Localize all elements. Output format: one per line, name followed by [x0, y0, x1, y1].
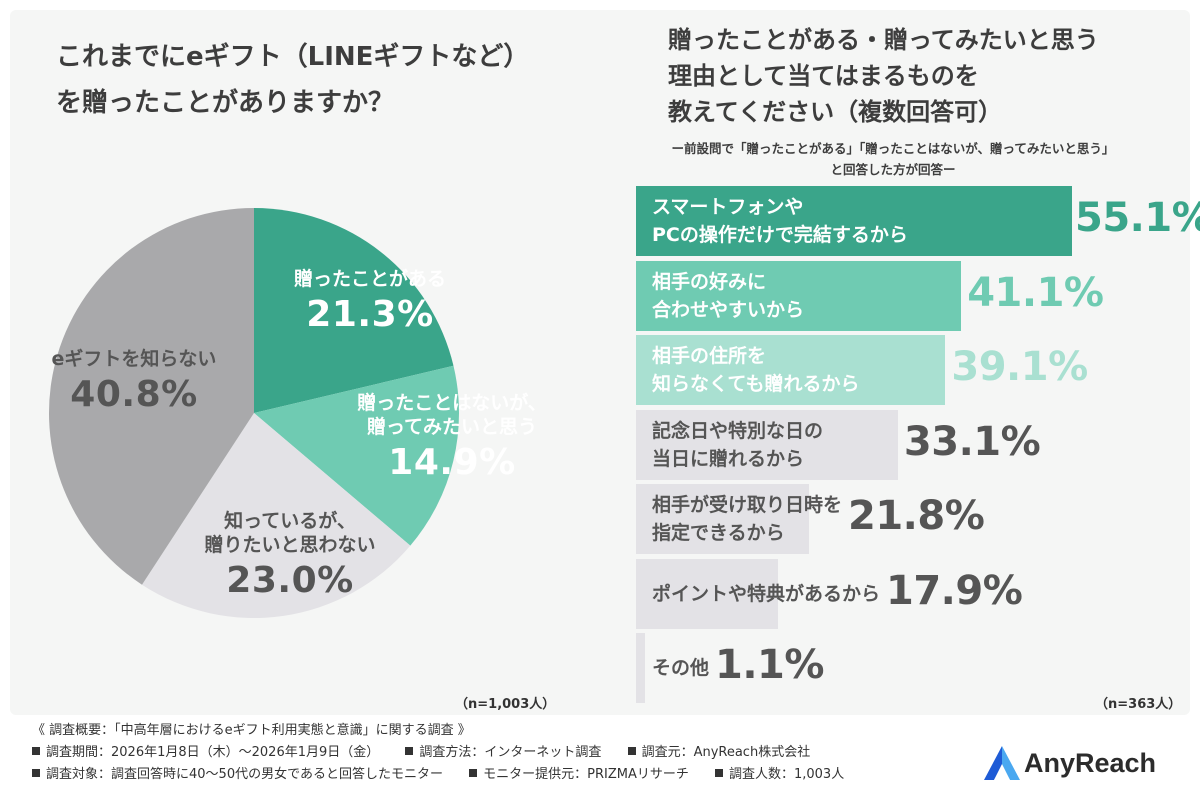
survey-method: 調査方法：インターネット調査 [419, 745, 602, 760]
bar-1: 相手の好みに合わせやすいから [636, 260, 962, 331]
survey-source: 調査元：AnyReach株式会社 [641, 745, 811, 760]
anyreach-logo-icon [984, 746, 1020, 780]
survey-overview: 《 調査概要：「中高年層におけるeギフト利用実態と意識」に関する調査 》 調査期… [32, 720, 932, 786]
bullet-icon [714, 769, 723, 777]
pie-slice-1 [254, 365, 460, 546]
pie-chart-title: これまでにeギフト（LINEギフトなど） を贈ったことがありますか？ [56, 34, 596, 126]
bar-label-line: 相手が受け取り日時を [652, 494, 843, 516]
bar-value-1: 41.1% [967, 269, 1104, 316]
pie-slice-2 [141, 413, 411, 618]
pie-category-label: eギフトを知らない [51, 348, 217, 370]
survey-period: 調査期間：2026年1月8日（木）～2026年1月9日（金） [46, 745, 380, 760]
bar-value-0: 55.1% [1075, 195, 1200, 241]
bar-value-4: 21.8% [848, 493, 985, 539]
bullet-icon [469, 769, 478, 777]
note-line-2: と回答した方が回答ー [830, 162, 956, 177]
pie-slice-label-0: 贈ったことがある 21.3% [250, 268, 490, 337]
bar-label-line: 合わせやすいから [652, 298, 805, 321]
pie-value-label: 14.9% [388, 441, 516, 483]
bar-label-line: PCの操作だけで完結するから [652, 224, 908, 246]
bullet-icon [405, 747, 414, 755]
bar-label-1: 相手の好みに合わせやすいから [652, 268, 804, 324]
bar-label-6: その他 [652, 654, 709, 682]
bar-label-line: 知らなくても贈れるから [652, 373, 860, 395]
survey-target: 調査対象：調査回答時に40〜50代の男女であると回答したモニター [46, 767, 443, 782]
pie-title-line-1: これまでにeギフト（LINEギフトなど） [56, 42, 530, 72]
bar-label-line: スマートフォンや [652, 196, 804, 218]
bar-label-line: 指定できるから [652, 522, 785, 544]
bar-sample-size: （n=363人） [1095, 697, 1182, 712]
bar-label-line: その他 [652, 657, 710, 679]
pie-category-label: 贈ってみたいと思う [366, 415, 538, 438]
pie-value-label: 21.3% [306, 293, 434, 335]
bar-label-line: 記念日や特別な日の [652, 419, 824, 442]
anyreach-logo: AnyReach [980, 738, 1180, 794]
bar-value-6: 1.1% [715, 642, 824, 688]
pie-value-label: 40.8% [70, 373, 198, 415]
pie-slice-label-2: 知っているが、 贈りたいと思わない 23.0% [165, 510, 415, 603]
survey-row-1: 調査期間：2026年1月8日（木）～2026年1月9日（金） 調査方法：インター… [32, 742, 932, 764]
bar-title-line-3: 教えてください（複数回答可） [668, 98, 1003, 126]
bar-chart-note: ー前設問で「贈ったことがある」「贈ったことはないが、贈ってみたいと思う」 と回答… [628, 138, 1158, 180]
survey-heading: 《 調査概要：「中高年層におけるeギフト利用実態と意識」に関する調査 》 [32, 723, 471, 738]
bar-label-3: 記念日や特別な日の 当日に贈れるから [652, 417, 823, 473]
bullet-icon [627, 747, 636, 755]
bar-label-2: 相手の住所を知らなくても贈れるから [652, 342, 859, 398]
pie-sample-size: （n=1,003人） [455, 697, 556, 712]
bar-0: スマートフォンや PCの操作だけで完結するから [636, 186, 1072, 256]
bar-label-line: 当日に贈れるから [652, 447, 805, 470]
pie-category-label: 贈りたいと思わない [204, 533, 376, 556]
pie-category-label: 贈ったことがある [293, 268, 446, 290]
bar-label-line: 相手の住所を [652, 345, 767, 367]
anyreach-logo-text: AnyReach [1024, 748, 1157, 778]
note-line-1: ー前設問で「贈ったことがある」「贈ったことはないが、贈ってみたいと思う」 [671, 141, 1115, 156]
bar-label-5: ポイントや特典があるから [652, 580, 880, 608]
pie-slice-0 [254, 208, 454, 413]
bar-title-line-2: 理由として当てはまるものを [668, 62, 979, 90]
bar-value-5: 17.9% [886, 567, 1023, 614]
bullet-icon [32, 747, 40, 755]
survey-count: 調査人数：1,003人 [728, 767, 845, 782]
pie-category-label: 贈ったことはないが、 [357, 392, 547, 414]
bar-label-0: スマートフォンや PCの操作だけで完結するから [652, 193, 908, 249]
bar-6: その他 [636, 633, 709, 703]
pie-title-line-2: を贈ったことがありますか？ [56, 88, 395, 118]
bar-value-3: 33.1% [903, 418, 1041, 465]
pie-slice-label-3: eギフトを知らない 40.8% [24, 348, 244, 417]
pie-value-label: 23.0% [226, 559, 354, 601]
bar-4: 相手が受け取り日時を 指定できるから [636, 484, 842, 554]
bar-label-line: 相手の好みに [652, 270, 767, 293]
bar-value-2: 39.1% [951, 344, 1088, 390]
bar-title-line-1: 贈ったことがある・贈ってみたいと思う [668, 26, 1099, 54]
bullet-icon [32, 769, 40, 777]
bar-3: 記念日や特別な日の 当日に贈れるから [636, 409, 898, 480]
pie-category-label: 知っているが、 [224, 510, 356, 532]
pie-slice-label-1: 贈ったことはないが、 贈ってみたいと思う 14.9% [317, 392, 587, 485]
survey-row-2: 調査対象：調査回答時に40〜50代の男女であると回答したモニター モニター提供元… [32, 764, 932, 786]
survey-panel: モニター提供元：PRIZMAリサーチ [483, 767, 689, 782]
bar-label-4: 相手が受け取り日時を 指定できるから [652, 491, 842, 547]
bar-chart-title: 贈ったことがある・贈ってみたいと思う 理由として当てはまるものを 教えてください… [668, 22, 1188, 130]
bar-5: ポイントや特典があるから [636, 558, 880, 629]
bar-label-line: ポイントや特典があるから [652, 582, 881, 605]
bar-2: 相手の住所を知らなくても贈れるから [636, 335, 946, 405]
pie-slice-3 [49, 208, 255, 585]
